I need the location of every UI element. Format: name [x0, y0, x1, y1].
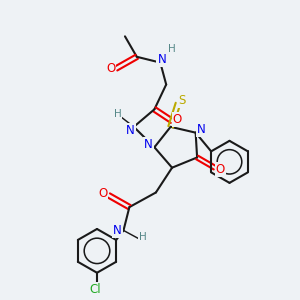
Text: H: H	[139, 232, 146, 242]
Text: Cl: Cl	[90, 283, 101, 296]
Text: H: H	[114, 109, 122, 119]
Text: N: N	[113, 224, 122, 237]
Text: O: O	[98, 188, 107, 200]
Text: S: S	[179, 94, 186, 107]
Text: O: O	[106, 62, 116, 75]
Text: N: N	[197, 123, 206, 136]
Text: N: N	[158, 53, 166, 66]
Text: N: N	[126, 124, 135, 137]
Text: N: N	[144, 138, 153, 151]
Text: O: O	[215, 163, 225, 176]
Text: H: H	[168, 44, 176, 55]
Text: O: O	[173, 113, 182, 126]
